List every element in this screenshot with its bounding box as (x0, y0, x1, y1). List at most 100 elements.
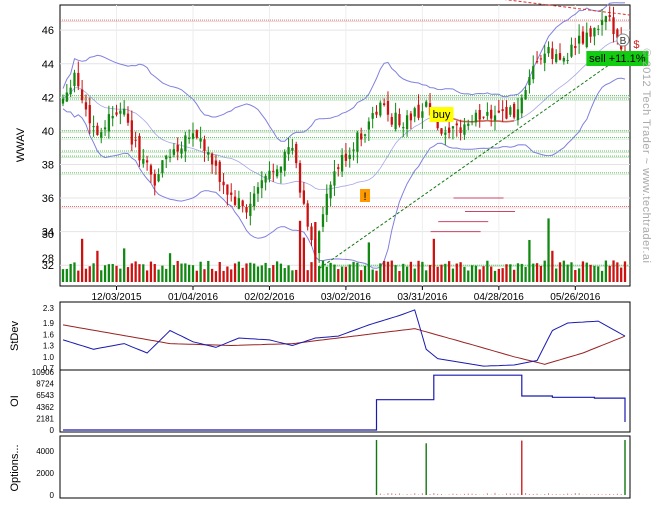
volume-bar (493, 270, 497, 282)
volume-bar (528, 240, 531, 282)
volume-bar (516, 263, 520, 282)
volume-bar (149, 261, 153, 282)
candle-body (600, 20, 604, 25)
panel-frames (59, 4, 631, 499)
price-tick-label: 36 (42, 193, 54, 205)
volume-bar (88, 266, 91, 282)
volume-bar (474, 265, 478, 282)
middle-band (62, 40, 626, 191)
candle-body (295, 144, 298, 164)
volume-bar (176, 260, 179, 282)
volume-bar (413, 268, 416, 282)
volume-bars (61, 218, 627, 282)
stdev-tick-label: 1.6 (43, 330, 55, 339)
volume-bar (547, 218, 550, 282)
candle-body (394, 112, 397, 130)
candle-body (386, 100, 390, 115)
volume-bar (230, 269, 233, 282)
candle-body (119, 110, 122, 114)
candle-body (61, 98, 65, 104)
volume-bar (142, 264, 145, 282)
volume-bar (344, 266, 348, 282)
candle-body (321, 214, 325, 227)
candle-body (501, 109, 504, 112)
volume-bar (405, 266, 409, 282)
date-tick-label: 01/04/2016 (168, 292, 218, 303)
volume-bar (371, 269, 374, 282)
volume-bar (253, 263, 256, 282)
volume-bar (100, 270, 103, 282)
signal-box-1 (586, 51, 649, 66)
candle-body (604, 16, 608, 23)
candle-body (77, 72, 80, 87)
candle-body (337, 167, 340, 170)
volume-bar (455, 263, 458, 282)
alert-marker-label: ! (363, 191, 366, 203)
oi-tick-label: 2181 (36, 414, 54, 423)
candle-body (218, 161, 221, 182)
candle-body (306, 203, 309, 227)
volume-bar (524, 266, 527, 282)
candle-body (402, 127, 405, 129)
volume-tick-label: 28 (42, 253, 54, 265)
candle-body (436, 119, 439, 129)
candle-body (111, 115, 114, 119)
candle-body (115, 112, 118, 115)
volume-bar (501, 268, 504, 282)
volume-bar (237, 261, 241, 282)
candle-body (451, 126, 455, 129)
date-tick-label: 03/31/2016 (397, 292, 447, 303)
candle-body (356, 132, 359, 152)
downtrend-line (504, 0, 631, 16)
candle-body (298, 163, 302, 193)
candle-body (493, 115, 497, 121)
candle-body (103, 127, 107, 130)
volume-bar (69, 263, 72, 282)
price-tick-label: 38 (42, 159, 54, 171)
candle-body (417, 104, 420, 118)
candle-body (589, 28, 592, 37)
candle-body (512, 103, 516, 118)
candle-body (463, 124, 466, 135)
candle-body (275, 169, 279, 177)
candle-body (555, 54, 558, 63)
volume-bar (589, 264, 592, 282)
volume-bar (138, 264, 141, 282)
candle-body (325, 193, 328, 215)
volume-bar (379, 263, 382, 282)
oi-tick-label: 6543 (36, 391, 54, 400)
candle-body (383, 103, 386, 106)
candle-body (214, 160, 218, 166)
candle-body (543, 53, 546, 63)
volume-bar (409, 261, 413, 282)
volume-bar (421, 261, 424, 282)
oi-tick-label: 8724 (36, 380, 54, 389)
candle-body (505, 106, 508, 119)
candle-body (367, 121, 370, 130)
candle-body (73, 72, 76, 86)
candle-body (253, 193, 256, 207)
candle-body (195, 130, 198, 138)
candle-body (96, 125, 99, 136)
candle-body (245, 206, 248, 213)
volume-bar (597, 266, 600, 282)
signal-box-0 (429, 107, 454, 122)
options-tick-label: 0 (50, 491, 55, 500)
candle-body (199, 138, 202, 142)
dollar-marker-label: $ (633, 39, 639, 51)
volume-bar (249, 262, 252, 282)
candle-body (184, 135, 187, 152)
candle-body (455, 123, 458, 126)
candle-body (352, 149, 355, 151)
volume-bar (551, 250, 554, 282)
volume-bar (65, 268, 68, 282)
candle-body (172, 149, 176, 155)
volume-bar (577, 268, 581, 282)
volume-bar (612, 260, 615, 282)
volume-bar (600, 270, 604, 282)
candle-body (398, 114, 401, 126)
price-tick-label: 34 (42, 227, 54, 239)
candle-body (608, 15, 611, 18)
candle-body (577, 35, 581, 44)
